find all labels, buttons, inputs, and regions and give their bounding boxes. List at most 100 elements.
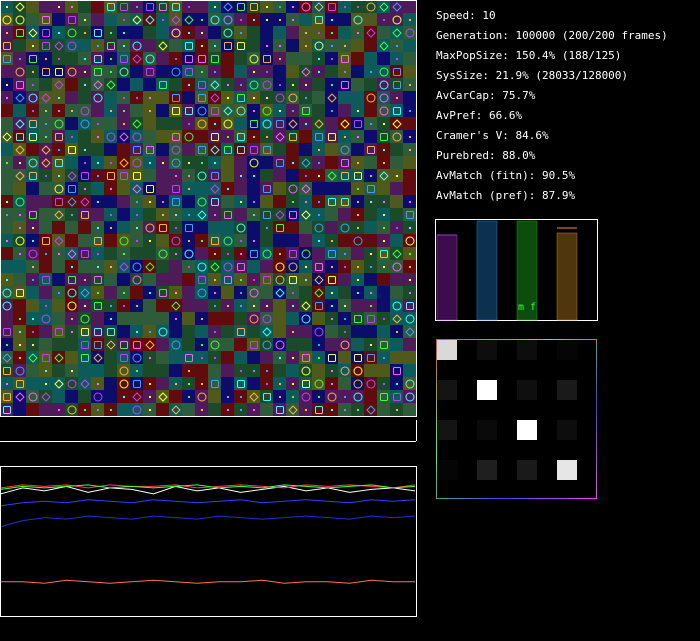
cell-square (237, 42, 245, 50)
cell-diamond (41, 145, 51, 155)
tile (403, 403, 416, 416)
tile (182, 221, 195, 234)
tile (91, 325, 104, 338)
cell-circle (392, 15, 402, 25)
tile (312, 13, 325, 26)
cell-circle (132, 132, 142, 142)
tile (208, 104, 221, 117)
dot (214, 71, 216, 73)
dot (136, 214, 138, 216)
tile (195, 143, 208, 156)
dot (45, 175, 47, 177)
dot (71, 370, 73, 372)
tile (182, 325, 195, 338)
dot (201, 357, 203, 359)
tile (13, 104, 26, 117)
cell-square (94, 55, 102, 63)
tile (312, 260, 325, 273)
tile (260, 390, 273, 403)
tile (130, 65, 143, 78)
dot (136, 201, 138, 203)
tile (338, 182, 351, 195)
tile (351, 117, 364, 130)
tile (156, 117, 169, 130)
tile (221, 221, 234, 234)
tile (91, 273, 104, 286)
dot (110, 162, 112, 164)
cell-circle (145, 54, 155, 64)
tile (78, 247, 91, 260)
tile (65, 52, 78, 65)
tile (91, 78, 104, 91)
tile (143, 65, 156, 78)
cell-square (250, 341, 258, 349)
tile (91, 208, 104, 221)
cell-square (107, 42, 115, 50)
bar (436, 234, 458, 321)
cell-square (380, 393, 388, 401)
dot (188, 266, 190, 268)
dot (19, 227, 21, 229)
cell-square (68, 16, 76, 24)
cell-square (68, 146, 76, 154)
dot (240, 305, 242, 307)
cell-square (120, 354, 128, 362)
dot (6, 162, 8, 164)
dot (19, 357, 21, 359)
cell-square (276, 159, 284, 167)
dot (58, 253, 60, 255)
tile (26, 0, 39, 13)
dot (266, 6, 268, 8)
tile (286, 52, 299, 65)
tile (78, 338, 91, 351)
cell-square (393, 81, 401, 89)
cell-circle (132, 158, 142, 168)
dot (58, 97, 60, 99)
cell-circle (288, 93, 298, 103)
cell-square (263, 185, 271, 193)
tile (13, 39, 26, 52)
dot (331, 266, 333, 268)
tile (13, 390, 26, 403)
tile (91, 65, 104, 78)
dot (331, 32, 333, 34)
tile (65, 143, 78, 156)
dot (58, 6, 60, 8)
tile (169, 13, 182, 26)
cell-square (393, 107, 401, 115)
tile (78, 130, 91, 143)
tile (403, 208, 416, 221)
tile (351, 91, 364, 104)
tile (78, 91, 91, 104)
tile (169, 195, 182, 208)
cell-diamond (80, 379, 90, 389)
tile (182, 143, 195, 156)
tile (325, 182, 338, 195)
dot (266, 305, 268, 307)
dot (149, 240, 151, 242)
cell-square (276, 120, 284, 128)
tile (325, 325, 338, 338)
tile (364, 221, 377, 234)
tile (13, 377, 26, 390)
dot (58, 58, 60, 60)
cell-circle (67, 41, 77, 51)
dot (32, 344, 34, 346)
tile (104, 364, 117, 377)
cell-diamond (158, 41, 168, 51)
dot (383, 227, 385, 229)
dot (266, 227, 268, 229)
dot (266, 71, 268, 73)
cell-square (198, 55, 206, 63)
tile (403, 325, 416, 338)
cell-square (68, 276, 76, 284)
stat-line: AvPref: 66.6% (436, 109, 522, 122)
cell-diamond (54, 353, 64, 363)
cell-square (367, 185, 375, 193)
heat-cell (557, 420, 577, 440)
tile (260, 260, 273, 273)
cell-square (29, 120, 37, 128)
cell-diamond (67, 197, 77, 207)
tile (39, 195, 52, 208)
dot (253, 240, 255, 242)
